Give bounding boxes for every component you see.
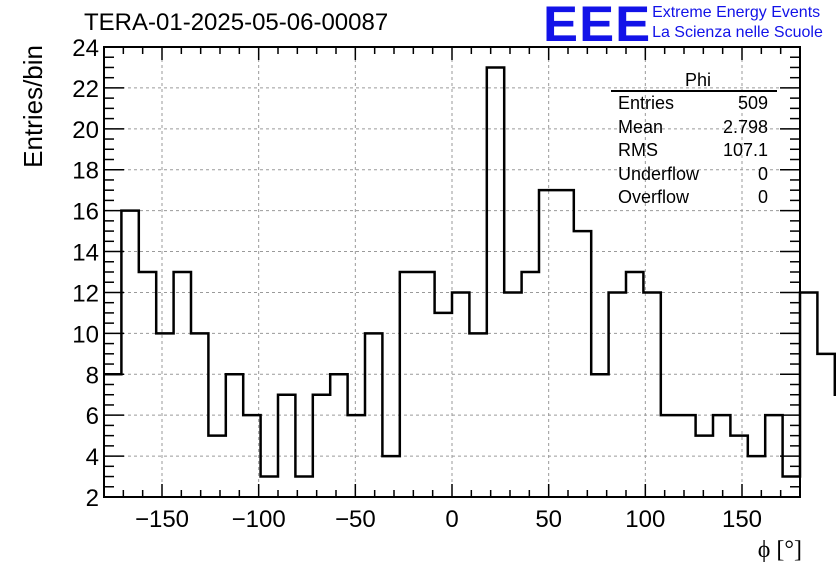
histogram-bin (591, 374, 608, 497)
histogram-bin (661, 415, 678, 497)
histogram-bin (783, 477, 800, 497)
y-tick-label: 10 (72, 321, 99, 348)
logo-mark: EEE (543, 0, 652, 52)
grid-lines (104, 47, 800, 497)
stats-label: Entries (618, 93, 675, 113)
histogram-bin (469, 333, 486, 497)
stats-row-mean: Mean 2.798 (611, 116, 777, 140)
histogram-bin (748, 456, 765, 497)
histogram-bin (696, 436, 713, 497)
stats-value: 107.1 (722, 140, 768, 160)
y-tick-label: 14 (72, 240, 99, 267)
histogram-bin (522, 272, 539, 497)
histogram-bin (400, 272, 417, 497)
y-tick-label: 20 (72, 117, 99, 144)
histogram-bin (226, 374, 243, 497)
y-tick-label: 4 (86, 444, 99, 471)
histogram-bin (800, 292, 817, 497)
axis-labels: −150 −100 −50 0 50 100 15024681012141618202224… (18, 35, 802, 563)
histogram-bin (626, 272, 643, 497)
histogram-bin (139, 272, 156, 497)
histogram-bin (174, 272, 191, 497)
histogram-bin (208, 436, 225, 497)
stats-label: Overflow (618, 187, 690, 207)
stats-row-rms: RMS 107.1 (611, 139, 777, 163)
histogram-bin (539, 190, 556, 497)
histogram-bin (417, 272, 434, 497)
stats-title: Phi (611, 70, 777, 92)
stats-value: 0 (757, 187, 768, 207)
histogram-bin (730, 436, 747, 497)
stats-label: RMS (618, 140, 658, 160)
histogram-bin (348, 415, 365, 497)
histogram-bin (678, 415, 695, 497)
logo-line-1: Extreme Energy Events (652, 4, 821, 21)
histogram-bin (382, 456, 399, 497)
y-tick-label: 2 (86, 485, 99, 512)
x-tick-label: 0 (445, 506, 458, 533)
histogram-bin (765, 415, 782, 497)
histogram-outline (104, 66, 836, 478)
histogram-bin (295, 477, 312, 497)
stats-row-underflow: Underflow 0 (611, 163, 777, 187)
histogram-bin (243, 415, 260, 497)
histogram-bin (121, 211, 138, 497)
stats-row-entries: Entries 509 (611, 92, 777, 116)
histogram-bin (435, 313, 452, 497)
x-tick-label: −100 (232, 506, 286, 533)
histogram-bin (487, 67, 504, 497)
y-tick-label: 6 (86, 403, 99, 430)
histogram-bin (643, 292, 660, 497)
histogram-bin (313, 395, 330, 497)
histogram-bin (156, 333, 173, 497)
stats-value: 2.798 (722, 116, 768, 137)
histogram-bin (261, 477, 278, 497)
histogram-bin (556, 190, 573, 497)
y-axis-title: Entries/bin (18, 45, 48, 168)
histogram-bin (574, 231, 591, 497)
stats-label: Underflow (618, 163, 700, 184)
histogram-bin (330, 374, 347, 497)
stats-value: 509 (737, 93, 768, 113)
stats-box: Phi Entries 509 Mean 2.798 RMS 107.1 Und… (611, 70, 777, 210)
histogram-bin (278, 395, 295, 497)
histogram-bin (104, 374, 121, 497)
histogram-bin (713, 415, 730, 497)
histogram-bin (609, 292, 626, 497)
histogram-bin (452, 292, 469, 497)
plot-title: TERA-01-2025-05-06-00087 (84, 9, 389, 36)
logo-line-2: La Scienza nelle Scuole (652, 24, 823, 41)
histogram-bin (191, 333, 208, 497)
plot-frame (103, 46, 801, 498)
x-tick-label: 150 (722, 506, 762, 533)
y-tick-label: 16 (72, 199, 99, 226)
histogram-bin (365, 333, 382, 497)
histogram-bin (817, 354, 834, 497)
x-tick-label: 100 (625, 506, 665, 533)
y-tick-label: 8 (86, 362, 99, 389)
histogram-bin (504, 292, 521, 497)
y-tick-label: 22 (72, 76, 99, 103)
x-axis-title: ϕ [°] (758, 537, 802, 563)
x-tick-label: −150 (135, 506, 189, 533)
y-tick-label: 18 (72, 158, 99, 185)
eee-logo: EEE Extreme Energy Events La Scienza nel… (543, 0, 823, 52)
stats-row-overflow: Overflow 0 (611, 186, 777, 210)
x-tick-label: −50 (335, 506, 376, 533)
x-tick-label: 50 (535, 506, 562, 533)
stats-label: Mean (618, 116, 664, 137)
stats-value: 0 (757, 163, 768, 184)
y-tick-label: 12 (72, 280, 99, 307)
logo-text: Extreme Energy Events La Scienza nelle S… (652, 1, 823, 43)
axis-ticks (103, 46, 801, 498)
y-tick-label: 24 (72, 35, 99, 62)
